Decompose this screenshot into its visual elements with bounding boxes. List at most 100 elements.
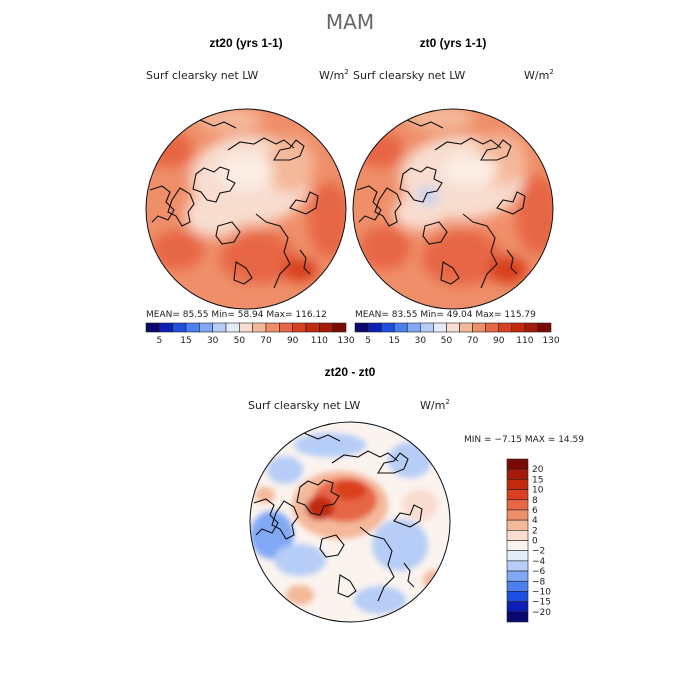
colorbar-diff-swatch — [506, 468, 529, 480]
colorbar-zt20-tick-label: 30 — [207, 336, 219, 346]
colorbar-diff-swatch — [506, 458, 529, 470]
colorbar-diff-tick-label: 2 — [532, 526, 538, 536]
colorbar-diff-tick-label: −2 — [532, 547, 545, 557]
coastlines-zt0 — [356, 119, 526, 289]
coastlines-diff — [253, 432, 423, 602]
variable-label-diff: Surf clearsky net LW — [248, 399, 360, 412]
colorbar-diff-swatch — [506, 519, 529, 531]
colorbar-diff-tick-label: −10 — [532, 587, 551, 597]
colorbar-diff-tick-label: 0 — [532, 537, 538, 547]
colorbar-diff-tick-label: 4 — [532, 516, 538, 526]
colorbar-zt20-swatch — [199, 322, 213, 333]
colorbar-zt0-swatch — [537, 322, 552, 333]
colorbar-zt20-swatch — [172, 322, 187, 333]
colorbar-diff-swatch — [506, 530, 529, 541]
colorbar-diff-swatch — [506, 509, 529, 521]
colorbar-diff-swatch — [506, 591, 529, 602]
coastlines-zt20 — [149, 119, 319, 289]
colorbar-zt0-swatch — [459, 322, 473, 333]
colorbar-zt20-swatch — [319, 322, 333, 333]
colorbar-diff-tick-label: −20 — [532, 608, 551, 618]
colorbar-zt20-tick-label: 5 — [156, 336, 162, 346]
colorbar-diff-swatch — [506, 550, 529, 562]
colorbar-diff-swatch — [506, 611, 529, 623]
colorbar-zt20-swatch — [239, 322, 253, 333]
colorbar-zt0-swatch — [485, 322, 500, 333]
colorbar-zt0-swatch — [367, 322, 382, 333]
colorbar-zt20-swatch — [265, 322, 280, 333]
colorbar-zt0-tick-label: 110 — [516, 336, 533, 346]
colorbar-zt20-tick-label: 50 — [234, 336, 246, 346]
colorbar-zt20-swatch — [252, 322, 267, 333]
colorbar-zt0-tick-label: 70 — [467, 336, 479, 346]
colorbar-zt0-swatch — [354, 322, 369, 333]
colorbar-zt20: 5 15 30 50 70 90 110 130 — [145, 322, 355, 346]
colorbar-zt20-swatch — [185, 322, 200, 333]
polar-map-zt0 — [352, 108, 554, 310]
colorbar-diff-swatch — [506, 499, 529, 511]
colorbar-zt0-swatch — [524, 322, 539, 333]
colorbar-diff-swatch — [506, 540, 529, 551]
colorbar-diff-swatch — [506, 580, 529, 592]
polar-map-zt20 — [145, 108, 347, 310]
colorbar-zt0-tick-label: 5 — [365, 336, 371, 346]
season-title: MAM — [326, 10, 374, 34]
colorbar-diff-swatch — [506, 560, 529, 572]
variable-label-zt20: Surf clearsky net LW — [146, 69, 258, 82]
colorbar-zt20-swatch — [292, 322, 307, 333]
colorbar-diff-tick-label: 6 — [532, 506, 538, 516]
colorbar-diff-swatch — [506, 479, 529, 490]
colorbar-zt0-swatch — [498, 322, 513, 333]
colorbar-zt20-tick-label: 90 — [287, 336, 299, 346]
colorbar-diff-tick-label: −8 — [532, 577, 546, 587]
colorbar-zt20-tick-label: 15 — [180, 336, 191, 346]
colorbar-zt0-swatch — [406, 322, 421, 333]
colorbar-zt0-swatch — [433, 322, 447, 333]
colorbar-diff-tick-label: 20 — [532, 465, 544, 475]
colorbar-diff-swatch — [506, 570, 529, 582]
panel-title-zt0: zt0 (yrs 1-1) — [420, 36, 487, 50]
stats-diff: MIN = −7.15 MAX = 14.59 — [464, 435, 584, 445]
colorbar-zt20-tick-label: 70 — [260, 336, 272, 346]
units-label-zt0: W/m2 — [524, 68, 554, 82]
colorbar-zt0-tick-label: 130 — [542, 336, 559, 346]
colorbar-diff-tick-label: −6 — [532, 567, 546, 577]
colorbar-zt20-swatch — [279, 322, 293, 333]
panel-title-diff: zt20 - zt0 — [325, 365, 376, 379]
colorbar-zt0-swatch — [472, 322, 486, 333]
colorbar-diff-swatch — [506, 489, 529, 501]
colorbar-zt0-swatch — [511, 322, 526, 333]
colorbar-diff-tick-label: 8 — [532, 496, 538, 506]
units-label-zt20: W/m2 — [319, 68, 349, 82]
colorbar-zt20-swatch — [225, 322, 240, 333]
colorbar-zt20-tick-label: 130 — [337, 336, 354, 346]
colorbar-zt0-swatch — [420, 322, 434, 333]
colorbar-zt20-swatch — [212, 322, 227, 333]
colorbar-diff-tick-label: −4 — [532, 557, 546, 567]
colorbar-diff-swatch — [506, 601, 529, 613]
colorbar-diff-tick-label: −15 — [532, 598, 551, 608]
colorbar-zt20-swatch — [332, 322, 347, 333]
variable-label-zt0: Surf clearsky net LW — [353, 69, 465, 82]
colorbar-zt0-swatch — [393, 322, 408, 333]
colorbar-zt0-tick-label: 50 — [441, 336, 453, 346]
polar-map-diff — [249, 421, 451, 623]
colorbar-zt20-swatch — [305, 322, 320, 333]
colorbar-zt20-swatch — [145, 322, 160, 333]
colorbar-zt0-swatch — [446, 322, 460, 333]
panel-title-zt20: zt20 (yrs 1-1) — [209, 36, 282, 50]
stats-zt20: MEAN= 85.55 Min= 58.94 Max= 116.12 — [146, 310, 327, 320]
colorbar-zt0-swatch — [380, 322, 395, 333]
colorbar-zt0: 5 15 30 50 70 90 110 130 — [354, 322, 560, 346]
stats-zt0: MEAN= 83.55 Min= 49.04 Max= 115.79 — [355, 310, 536, 320]
colorbar-diff-tick-label: 15 — [532, 475, 543, 485]
colorbar-zt20-tick-label: 110 — [311, 336, 328, 346]
colorbar-zt0-tick-label: 90 — [493, 336, 505, 346]
colorbar-zt20-swatch — [159, 322, 173, 333]
colorbar-zt0-tick-label: 15 — [388, 336, 399, 346]
units-label-diff: W/m2 — [420, 398, 450, 412]
colorbar-zt0-tick-label: 30 — [415, 336, 427, 346]
colorbar-diff-tick-label: 10 — [532, 486, 544, 496]
